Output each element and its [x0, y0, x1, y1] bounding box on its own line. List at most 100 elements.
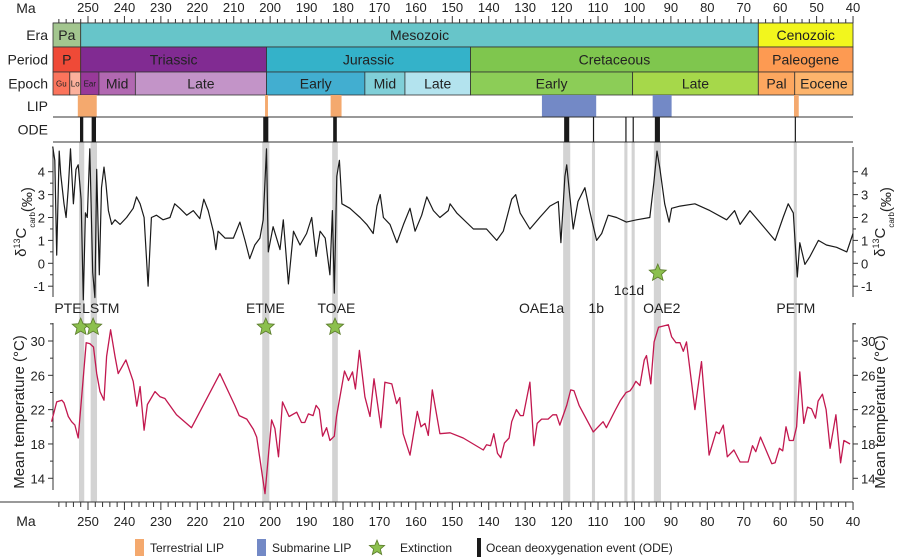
top-tick-label: 140 [478, 0, 500, 15]
row-label-era: Era [26, 27, 48, 43]
row-label-ode: ODE [18, 122, 48, 138]
d13c-right-tick-label: 2 [861, 211, 868, 226]
epoch-label: Lo [71, 80, 80, 89]
epoch-label: Gu [56, 80, 67, 89]
row-label-lip: LIP [27, 98, 48, 114]
epoch-label: Ear [84, 80, 97, 89]
extinction-star-icon [648, 262, 668, 282]
legend-submarine-label: Submarine LIP [272, 541, 351, 555]
legend-extinction-label: Extinction [400, 541, 452, 555]
era-label: Cenozoic [776, 27, 834, 43]
period-label: Cretaceous [579, 52, 651, 68]
bottom-tick-label: 250 [77, 514, 99, 529]
legend-submarine-swatch [257, 539, 266, 556]
temperature-line [50, 324, 851, 495]
d13c-line [52, 146, 854, 301]
terrestrial-lip-bar [794, 95, 799, 117]
bottom-tick-label: 170 [369, 514, 391, 529]
d13c-right-tick-label: 0 [861, 256, 868, 271]
top-tick-label: 210 [223, 0, 245, 15]
top-tick-label: 120 [551, 0, 573, 15]
bottom-tick-label: 180 [332, 514, 354, 529]
bottom-tick-label: 40 [846, 514, 860, 529]
bottom-tick-label: 60 [773, 514, 787, 529]
event-band [591, 142, 596, 502]
ode-bar [632, 117, 634, 142]
submarine-lip-bar [541, 95, 597, 117]
epoch-label: Eocene [800, 76, 848, 92]
temp-left-tick-label: 30 [31, 334, 45, 349]
extinction-star-icon [256, 316, 276, 336]
event-band [624, 142, 628, 502]
top-tick-label: 240 [114, 0, 136, 15]
top-tick-label: 190 [296, 0, 318, 15]
event-band [793, 142, 797, 502]
period-label: Triassic [150, 52, 198, 68]
extinction-star-icon [83, 316, 103, 336]
d13c-axis-title-part: carb [887, 212, 896, 228]
legend-terrestrial-label: Terrestrial LIP [150, 541, 224, 555]
event-band [563, 142, 571, 502]
top-tick-label: 60 [773, 0, 787, 15]
event-label: ETME [246, 300, 285, 316]
event-band [631, 142, 635, 502]
legend-terrestrial-swatch [135, 539, 144, 556]
bottom-tick-label: 130 [514, 514, 536, 529]
era-cell [80, 22, 759, 48]
epoch-cell [794, 71, 854, 96]
top-tick-label: 150 [441, 0, 463, 15]
epoch-label: Pal [766, 76, 786, 92]
d13c-left-tick-label: 4 [38, 165, 45, 180]
d13c-left-tick-label: 0 [38, 256, 45, 271]
bottom-tick-label: 190 [296, 514, 318, 529]
top-tick-label: 160 [405, 0, 427, 15]
temp-left-tick-label: 22 [31, 403, 45, 418]
event-label: OAE2 [643, 300, 681, 316]
top-tick-label: 180 [332, 0, 354, 15]
d13c-left-axis-title: δ13Ccarb(‰) [12, 187, 37, 257]
top-tick-label: 80 [700, 0, 714, 15]
temp-right-axis-title: Mean temperature (°C) [872, 335, 889, 489]
temp-right-tick-label: 30 [861, 334, 875, 349]
top-tick-label: 250 [77, 0, 99, 15]
event-label: OAE1a [519, 300, 564, 316]
top-tick-label: 70 [737, 0, 751, 15]
ode-bar [625, 117, 627, 142]
top-tick-label: 170 [369, 0, 391, 15]
bottom-tick-label: 100 [624, 514, 646, 529]
bottom-tick-label: 110 [588, 514, 609, 529]
top-tick-label: 220 [186, 0, 208, 15]
temp-right-tick-label: 18 [861, 437, 875, 452]
top-tick-label: 90 [664, 0, 678, 15]
top-tick-label: 200 [259, 0, 281, 15]
d13c-right-tick-label: 3 [861, 188, 868, 203]
epoch-label: Late [424, 76, 451, 92]
d13c-axis-title-part: carb [28, 212, 37, 228]
d13c-axis-title-part: C [13, 228, 30, 239]
temp-right-tick-label: 22 [861, 403, 875, 418]
bottom-tick-label: 160 [405, 514, 427, 529]
d13c-left-tick-label: 3 [38, 188, 45, 203]
d13c-axis-title-part: 13 [871, 239, 881, 249]
era-cell [52, 22, 82, 48]
d13c-axis-title-part: δ [13, 249, 30, 257]
temp-left-tick-label: 14 [31, 471, 45, 486]
event-label: TOAE [318, 300, 356, 316]
top-tick-label: 50 [809, 0, 823, 15]
extinction-star-icon [325, 316, 345, 336]
bottom-tick-label: 120 [551, 514, 573, 529]
temp-left-axis-title: Mean temperature (°C) [11, 335, 28, 489]
event-label: 1b [588, 300, 604, 316]
temp-left-tick-label: 26 [31, 368, 45, 383]
terrestrial-lip-bar [77, 95, 97, 117]
ode-bar [654, 117, 660, 142]
top-tick-label: 110 [588, 0, 609, 15]
top-tick-label: 40 [846, 0, 860, 15]
bottom-tick-label: 80 [700, 514, 714, 529]
top-tick-label: 130 [514, 0, 536, 15]
temp-left-tick-label: 18 [31, 437, 45, 452]
ode-bar [333, 117, 337, 142]
submarine-lip-bar [652, 95, 672, 117]
top-tick-label: 100 [624, 0, 646, 15]
